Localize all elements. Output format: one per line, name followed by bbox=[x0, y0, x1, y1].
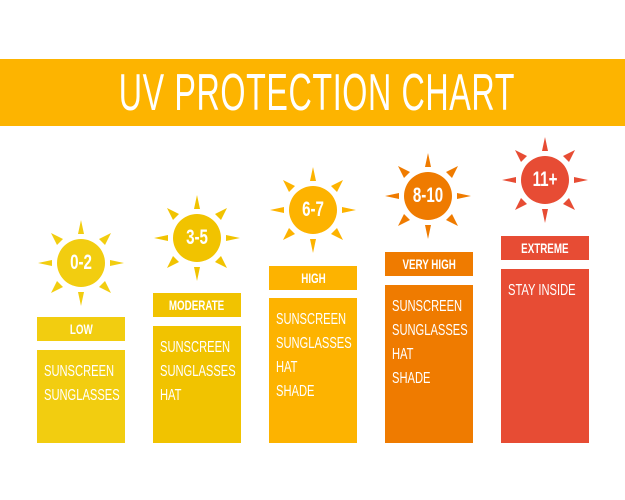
recommendation-item: SUNGLASSES bbox=[160, 363, 236, 380]
recommendation-box: SUNSCREEN SUNGLASSES HAT bbox=[153, 326, 241, 443]
level-label: HIGH bbox=[300, 270, 326, 286]
recommendation-item: SUNGLASSES bbox=[276, 335, 352, 352]
recommendation-item: HAT bbox=[276, 359, 298, 376]
title-banner: UV PROTECTION CHART bbox=[0, 59, 625, 126]
sun-icon: 0-2 bbox=[36, 218, 126, 308]
uv-index-label: 8-10 bbox=[412, 184, 444, 207]
recommendation-item: SUNGLASSES bbox=[392, 322, 468, 339]
level-label-box: MODERATE bbox=[153, 293, 241, 317]
level-label: LOW bbox=[69, 321, 93, 337]
recommendation-box: SUNSCREEN SUNGLASSES HAT SHADE bbox=[385, 285, 473, 443]
recommendation-item: HAT bbox=[160, 387, 182, 404]
recommendation-box: STAY INSIDE bbox=[501, 269, 589, 443]
level-label-box: VERY HIGH bbox=[385, 252, 473, 276]
level-label-box: HIGH bbox=[269, 266, 357, 290]
recommendation-box: SUNSCREEN SUNGLASSES HAT SHADE bbox=[269, 298, 357, 443]
sun-icon: 6-7 bbox=[268, 165, 358, 255]
recommendation-item: SHADE bbox=[276, 383, 315, 400]
level-label: VERY HIGH bbox=[402, 256, 456, 272]
chart-title: UV PROTECTION CHART bbox=[118, 64, 516, 122]
uv-index-label: 11+ bbox=[532, 168, 558, 191]
recommendation-item: SUNSCREEN bbox=[44, 363, 115, 380]
level-label: MODERATE bbox=[169, 297, 225, 313]
uv-index-label: 3-5 bbox=[186, 226, 208, 249]
sun-icon: 11+ bbox=[500, 135, 590, 225]
uv-index-label: 6-7 bbox=[302, 198, 324, 221]
recommendation-item: SUNSCREEN bbox=[392, 298, 463, 315]
recommendation-item: HAT bbox=[392, 346, 414, 363]
sun-icon: 8-10 bbox=[383, 151, 473, 241]
recommendation-item: STAY INSIDE bbox=[508, 282, 576, 299]
uv-index-label: 0-2 bbox=[70, 251, 92, 274]
level-label-box: EXTREME bbox=[501, 236, 589, 260]
recommendation-box: SUNSCREEN SUNGLASSES bbox=[37, 350, 125, 443]
recommendation-item: SUNSCREEN bbox=[160, 339, 231, 356]
sun-icon: 3-5 bbox=[152, 193, 242, 283]
recommendation-item: SUNSCREEN bbox=[276, 311, 347, 328]
recommendation-item: SHADE bbox=[392, 370, 431, 387]
level-label-box: LOW bbox=[37, 317, 125, 341]
recommendation-item: SUNGLASSES bbox=[44, 387, 120, 404]
level-label: EXTREME bbox=[521, 240, 569, 256]
